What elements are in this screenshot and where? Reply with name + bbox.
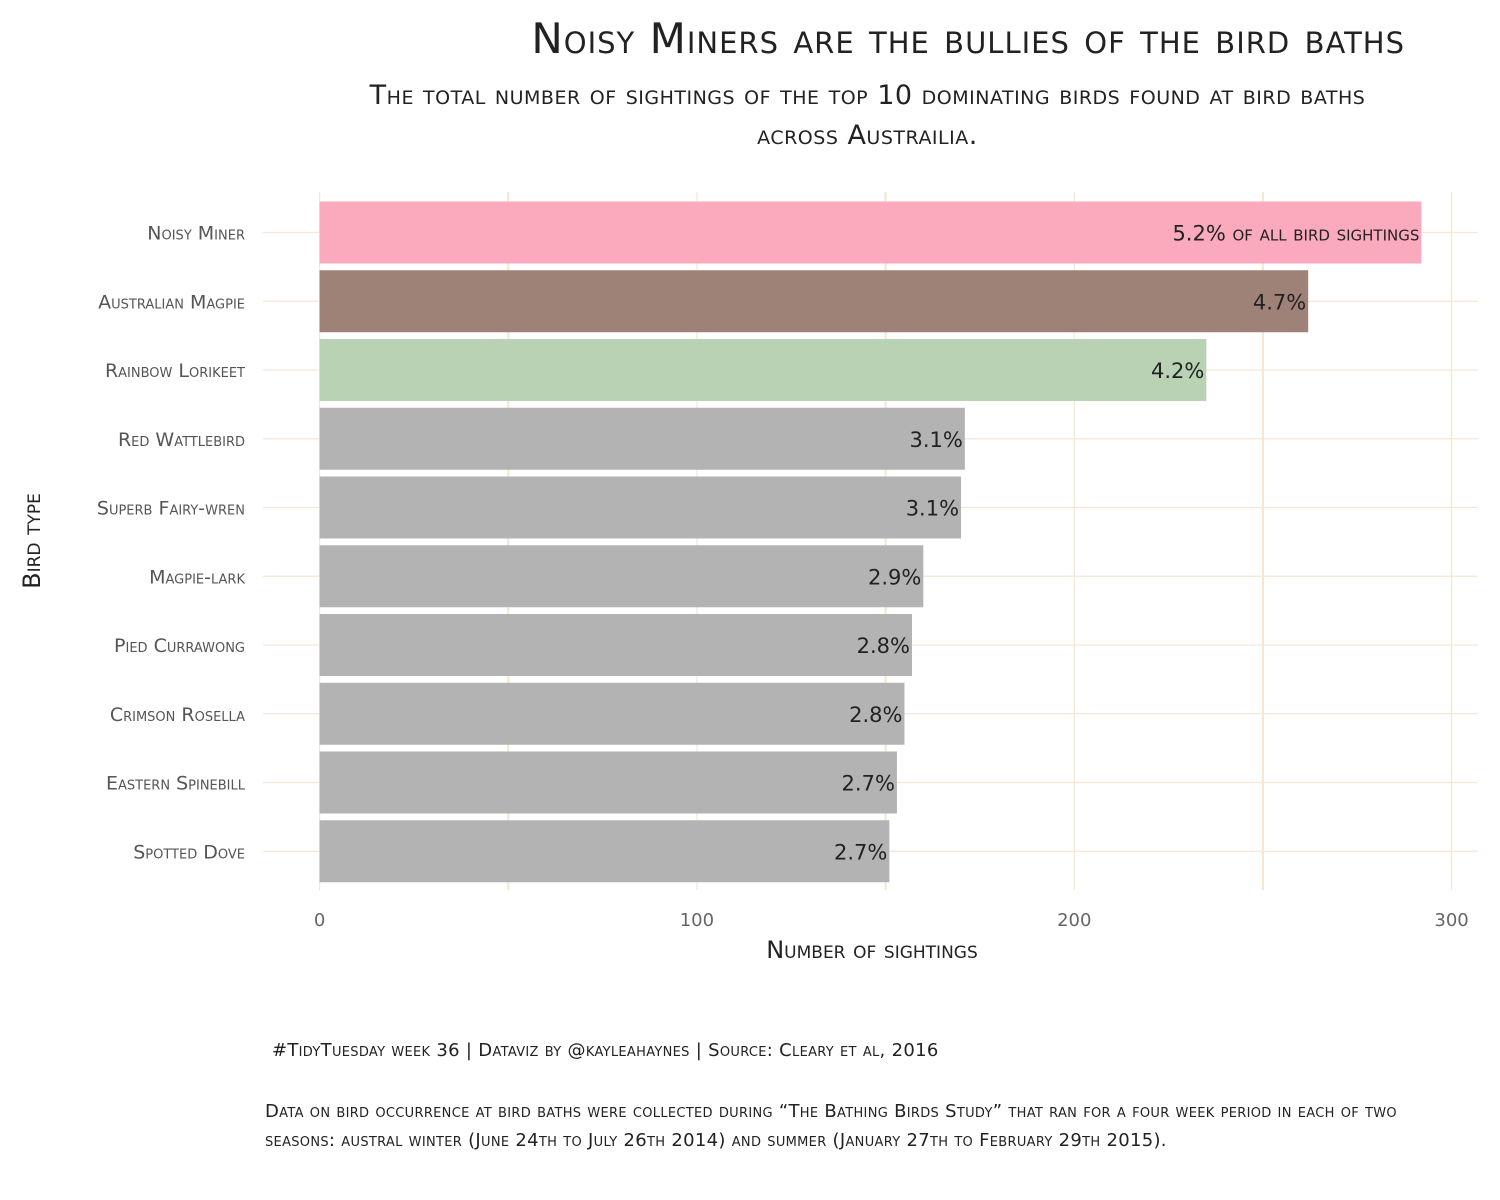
x-tick-label: 300	[1434, 910, 1468, 931]
category-label: Magpie-lark	[149, 566, 245, 588]
category-label: Superb Fairy-wren	[97, 498, 245, 520]
category-label: Crimson Rosella	[110, 704, 245, 726]
category-label: Eastern Spinebill	[106, 773, 246, 795]
bar-label: 2.7%	[834, 840, 887, 864]
category-label: Pied Currawong	[114, 635, 245, 657]
chart-subtitle: The total number of sightings of the top…	[369, 80, 1366, 151]
x-axis-label: Number of sightings	[766, 936, 978, 964]
category-label: Red Wattlebird	[118, 429, 245, 451]
bar	[319, 201, 1422, 264]
bars	[319, 201, 1422, 883]
bar	[319, 339, 1207, 401]
bar-label: 2.8%	[849, 703, 902, 727]
bar-chart: Noisy Miner Australian Magpie Rainbow Lori…	[18, 192, 1478, 964]
category-label: Australian Magpie	[98, 291, 245, 313]
bar-label: 4.7%	[1253, 290, 1306, 314]
bar-label: 5.2% of all bird sightings	[1172, 222, 1419, 246]
bar-label: 3.1%	[909, 428, 962, 452]
x-tick-label: 100	[680, 910, 714, 931]
x-tick-label: 200	[1057, 910, 1091, 931]
bar	[319, 407, 965, 470]
data-note: Data on bird occurrence at bird baths we…	[265, 1101, 1397, 1151]
x-tick-labels: 0 100 200 300	[314, 910, 1469, 931]
bar-label: 2.8%	[857, 634, 910, 658]
bar	[319, 270, 1309, 333]
bar-label: 2.9%	[868, 565, 921, 589]
bar	[319, 476, 962, 539]
category-label: Rainbow Lorikeet	[105, 360, 245, 382]
y-axis-label: Bird type	[18, 493, 46, 589]
caption: #TidyTuesday week 36 | Dataviz by @kayle…	[272, 1040, 939, 1061]
category-label: Spotted Dove	[133, 841, 245, 863]
category-label: Noisy Miner	[147, 223, 245, 245]
bar	[319, 751, 897, 814]
bar-label: 4.2%	[1151, 359, 1204, 383]
bar	[319, 545, 924, 608]
category-labels: Noisy Miner Australian Magpie Rainbow Lori…	[97, 223, 246, 864]
bar-value-labels: 5.2% of all bird sightings 4.7% 4.2% 3.1% 3.…	[834, 222, 1419, 865]
bar	[319, 614, 913, 676]
bar	[319, 820, 890, 883]
bar-label: 2.7%	[842, 772, 895, 796]
chart-title: Noisy Miners are the bullies of the bird…	[531, 14, 1405, 63]
bar	[319, 682, 905, 745]
bar-label: 3.1%	[906, 497, 959, 521]
x-tick-label: 0	[314, 910, 325, 931]
